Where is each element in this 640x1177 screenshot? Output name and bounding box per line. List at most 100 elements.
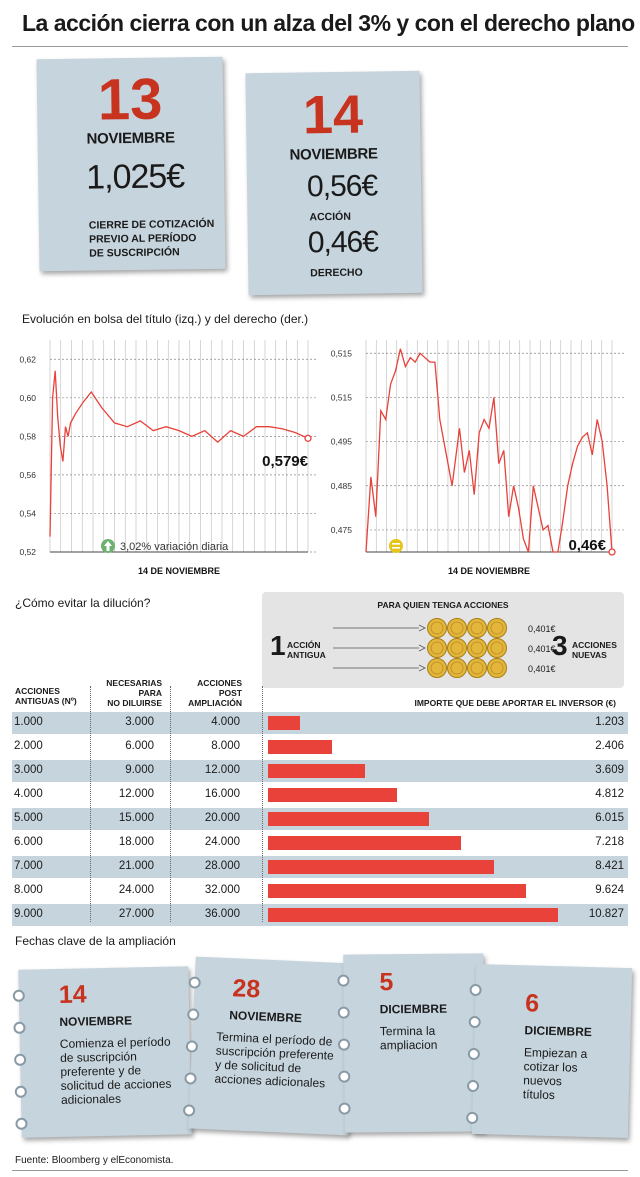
left-label: ACCIÓN ANTIGUA [287,640,326,660]
bar-importe [268,884,526,898]
column-divider-1 [90,686,91,922]
cell-importe: 3.609 [595,764,624,776]
right-label-line2: NUEVAS [572,650,607,660]
keydate-day: 14 [58,980,87,1009]
cell-importe: 1.203 [595,716,624,728]
coin-inner [490,661,504,675]
keydate-text-line: solicitud de acciones [60,1076,172,1093]
y-tick-label: 0,515 [331,392,353,402]
keydate-month: DICIEMBRE [524,1023,593,1040]
series-line [49,370,309,537]
coin-icon [487,658,507,678]
source-text: Fuente: Bloomberg y elEconomista. [15,1155,174,1166]
right-label: ACCIONES NUEVAS [572,640,617,660]
cell-necesarias: 3.000 [125,716,154,728]
table-row: 3.000 9.000 12.000 3.609 [12,760,628,782]
cell-necesarias: 6.000 [125,740,154,752]
keydate-month: NOVIEMBRE [229,1008,303,1026]
header-h2-line1: NECESARIAS [106,678,162,688]
card2-month: NOVIEMBRE [289,145,378,164]
table-row: 9.000 27.000 36.000 10.827 [12,904,628,926]
binder-ring-icon [337,1038,351,1051]
cell-post: 8.000 [211,740,240,752]
coin-icon [467,658,487,678]
y-tick-label: 0,58 [19,431,36,441]
left-number: 1 [270,630,286,661]
arrow-head-icon [418,644,426,652]
keydate-text-line: adicionales [60,1091,122,1107]
header-h2-line2: PARA [138,688,162,698]
price-1: 0,401€ [528,624,556,634]
bar-importe [268,860,494,874]
table-row: 4.000 12.000 16.000 4.812 [12,784,628,806]
variation-label: 3,02% variación diaria [120,541,229,553]
stock-chart: 0,52 0,54 0,56 0,58 0,60 0,62 0,579€ 14 DE NOVI… [19,340,316,576]
cell-necesarias: 9.000 [125,764,154,776]
bar-importe [268,788,397,802]
keydate-day: 28 [231,974,261,1004]
cell-post: 4.000 [211,716,240,728]
bottom-line [12,1170,628,1171]
binder-ring-icon [14,1053,27,1066]
left-label-line2: ANTIGUA [287,650,326,660]
card1-month: NOVIEMBRE [86,129,175,148]
y-tick-label: 0,56 [19,470,36,480]
y-tick-label: 0,495 [331,437,353,447]
binder-ring-icon [14,1085,27,1098]
card-14-noviembre: 14 NOVIEMBRE 0,56€ ACCIÓN 0,46€ DERECHO [245,70,423,296]
card2-label2: DERECHO [310,266,363,280]
binder-ring-icon [13,1021,26,1034]
y-tick-label: 0,62 [19,354,36,364]
cell-necesarias: 24.000 [118,884,154,896]
cell-antiguas: 8.000 [14,884,43,896]
keydate-card: 6 DICIEMBRE Empiezan a cotizar los nuevos tít… [466,963,633,1139]
keydate-card: 14 NOVIEMBRE Comienza el período de suscrip… [12,966,192,1138]
card1-note-line3: DE SUSCRIPCIÓN [89,246,180,260]
header-h3-line2: POST [218,688,242,698]
header-h3-line1: ACCIONES [197,678,242,688]
price-2: 0,401€ [528,644,556,654]
keydate-text-line: títulos [522,1087,556,1103]
end-point [608,548,616,556]
binder-ring-icon [184,1072,197,1085]
end-value-label: 0,46€ [568,537,606,554]
card2-label1: ACCIÓN [309,210,351,224]
binder-ring-icon [469,983,482,997]
keydate-text: Empiezan a cotizar los nuevos títulos [523,1045,588,1103]
binder-ring-icon [187,1008,200,1021]
binder-ring-icon [338,1102,351,1115]
y-tick-label: 0,52 [19,547,36,557]
bar-importe [268,836,461,850]
keydate-card: 5 DICIEMBRE Termina la ampliacion [337,953,485,1133]
cell-necesarias: 18.000 [118,836,154,848]
y-tick-label: 0,485 [331,481,353,491]
cell-importe: 2.406 [595,740,624,752]
y-tick-label: 0,515 [331,348,353,358]
column-divider-2 [170,686,171,922]
keydate-text-line: ampliacion [379,1037,438,1053]
cell-antiguas: 2.000 [14,740,43,752]
cell-antiguas: 9.000 [14,908,43,920]
card1-value: 1,025€ [85,157,185,197]
binder-ring-icon [337,974,350,987]
coin-icon [487,618,507,638]
keydate-month: DICIEMBRE [379,1001,448,1017]
cell-necesarias: 21.000 [118,860,154,872]
cell-importe: 6.015 [595,812,624,824]
header-h1-line2: ANTIGUAS (Nº) [15,696,77,706]
coin-icon [467,618,487,638]
coin-inner [470,641,484,655]
header-h3-line3: AMPLIACIÓN [188,698,242,708]
table-row: 7.000 21.000 28.000 8.421 [12,856,628,878]
equal-icon [389,539,403,553]
y-tick-label: 0,60 [19,393,36,403]
card2-day: 14 [302,84,364,146]
cell-post: 16.000 [204,788,240,800]
cell-antiguas: 5.000 [14,812,43,824]
keydate-text: Termina el período de suscripción prefere… [214,1030,334,1091]
bar-importe [268,764,365,778]
table-row: 8.000 24.000 32.000 9.624 [12,880,628,902]
coin-inner [450,621,464,635]
coin-inner [430,641,444,655]
series-line [365,348,613,553]
